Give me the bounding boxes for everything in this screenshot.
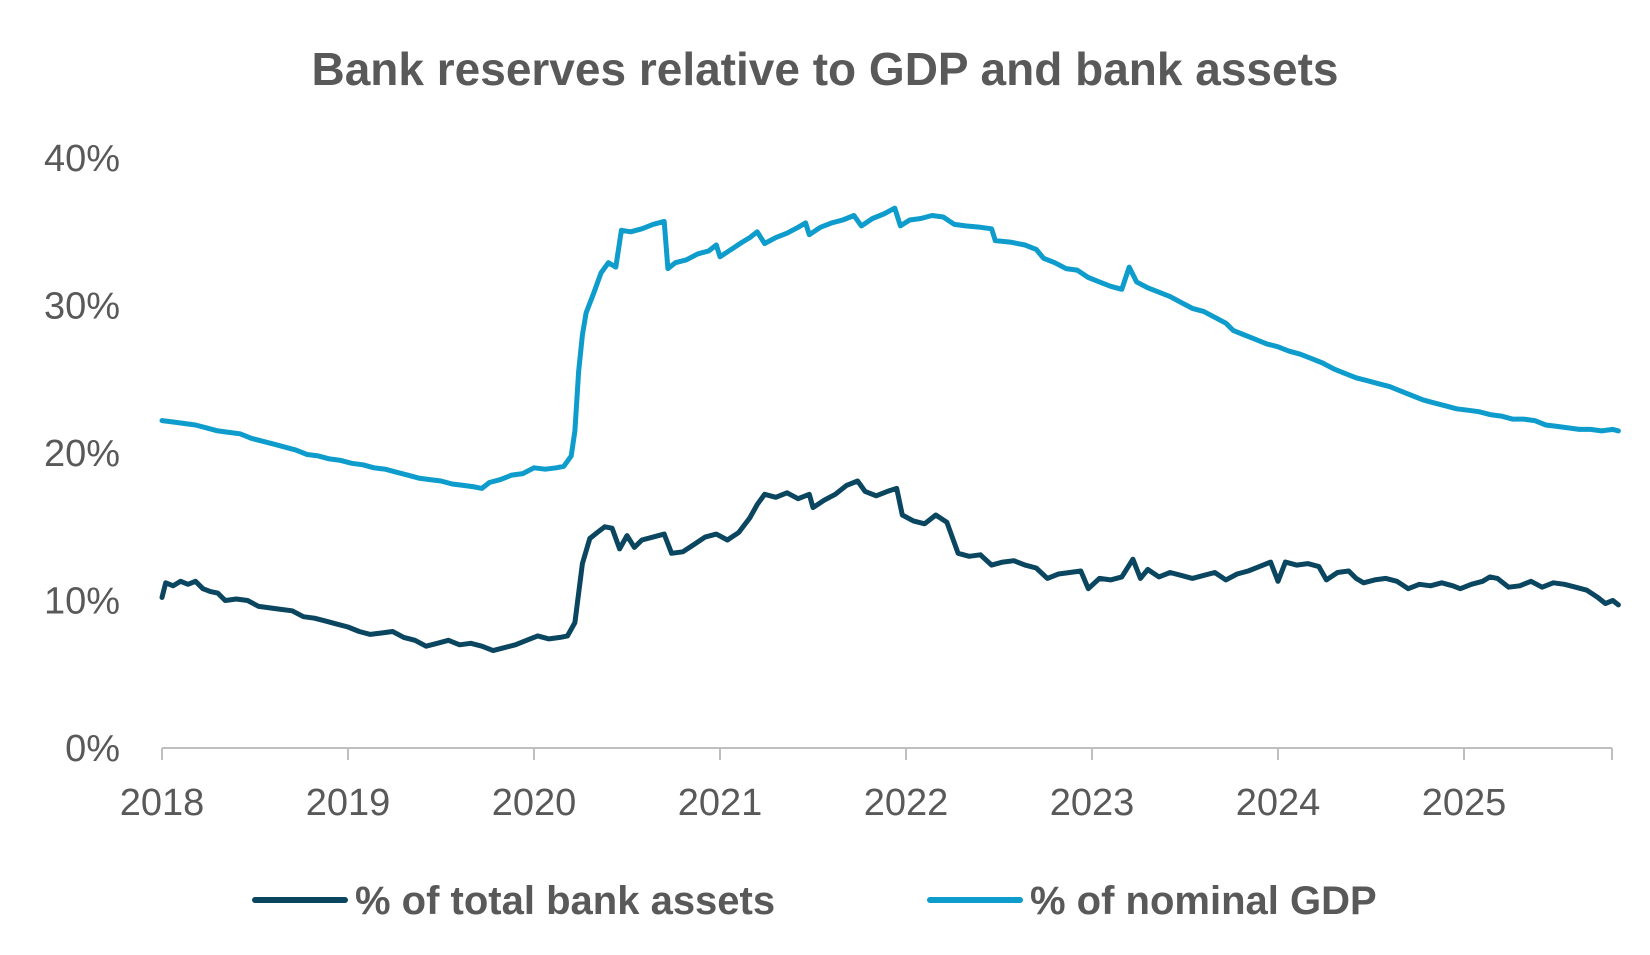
legend-label: % of total bank assets bbox=[355, 879, 775, 923]
y-tick-label: 40% bbox=[44, 138, 120, 180]
y-tick-label: 30% bbox=[44, 286, 120, 328]
chart-title: Bank reserves relative to GDP and bank a… bbox=[311, 43, 1338, 95]
legend: % of total bank assets % of nominal GDP bbox=[252, 879, 1377, 923]
x-tick-label: 2021 bbox=[678, 782, 763, 824]
y-tick-label: 10% bbox=[44, 581, 120, 623]
y-axis-ticks: 0% 10% 20% 30% 40% bbox=[44, 138, 120, 770]
y-tick-label: 20% bbox=[44, 433, 120, 475]
x-tick-label: 2018 bbox=[120, 782, 205, 824]
x-tick-label: 2023 bbox=[1050, 782, 1135, 824]
legend-label: % of nominal GDP bbox=[1030, 879, 1377, 923]
x-tick-label: 2019 bbox=[306, 782, 391, 824]
series-lines bbox=[159, 205, 1621, 654]
y-tick-label: 0% bbox=[65, 728, 120, 770]
x-tick-label: 2025 bbox=[1422, 782, 1507, 824]
series-line-nominal-gdp bbox=[159, 205, 1621, 491]
x-tick-label: 2020 bbox=[492, 782, 577, 824]
x-tick-label: 2024 bbox=[1236, 782, 1321, 824]
x-axis: 2018 2019 2020 2021 2022 2023 2024 2025 bbox=[120, 747, 1613, 824]
series-line-total-bank-assets bbox=[159, 478, 1621, 654]
x-tick-label: 2022 bbox=[864, 782, 949, 824]
